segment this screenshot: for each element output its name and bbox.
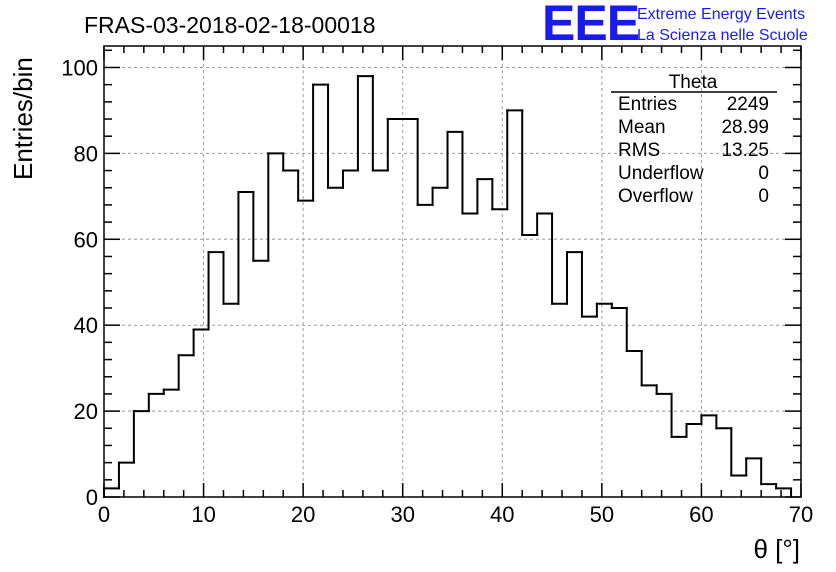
histogram-bin	[745, 457, 763, 477]
stats-row-value: 13.25	[721, 140, 769, 161]
stats-row: Entries 2249	[618, 94, 769, 115]
y-tick-label: 40	[74, 313, 98, 338]
histogram-bin	[506, 109, 524, 211]
stats-row-label: RMS	[618, 140, 660, 161]
histogram-bin	[252, 191, 270, 262]
histogram-bin	[521, 109, 539, 236]
x-tick-label: 0	[98, 502, 110, 527]
stats-row-value: 2249	[727, 94, 769, 115]
histogram-bin	[312, 83, 330, 202]
histogram-bin	[117, 461, 135, 490]
histogram-bin	[580, 251, 598, 318]
x-tick-label: 10	[191, 502, 215, 527]
histogram-bin	[177, 354, 195, 391]
stats-row: RMS 13.25	[618, 140, 769, 161]
histogram-bin	[670, 392, 688, 438]
histogram-bin	[730, 427, 748, 477]
histogram-bin	[147, 392, 165, 413]
histogram-bin	[566, 251, 583, 305]
x-tick-label: 60	[689, 502, 713, 527]
histogram-bin	[222, 251, 240, 305]
x-tick-label: 30	[390, 502, 414, 527]
histogram-bin	[461, 130, 479, 215]
stats-row-value: 0	[758, 186, 769, 207]
histogram-bin	[371, 75, 389, 172]
histogram-bin	[386, 118, 404, 172]
y-tick-label: 20	[74, 399, 98, 424]
histogram-bin	[625, 307, 643, 352]
stats-row-value: 28.99	[721, 117, 769, 138]
y-tick-label: 0	[86, 485, 98, 510]
histogram-bin	[760, 457, 778, 486]
histogram-bin	[297, 169, 315, 202]
histogram-bin	[476, 178, 494, 215]
stats-row-value: 0	[758, 163, 769, 184]
histogram-bin	[341, 169, 359, 189]
histogram-bin	[237, 191, 255, 305]
histogram-bin	[595, 302, 613, 318]
chart-title: FRAS-03-2018-02-18-00018	[84, 12, 376, 38]
histogram-bin	[416, 118, 434, 206]
histogram-bin	[356, 75, 374, 172]
x-tick-label: 40	[490, 502, 514, 527]
histogram-bin	[640, 349, 658, 387]
histogram-bin	[267, 152, 285, 262]
x-tick-label: 70	[789, 502, 813, 527]
stats-box-name: Theta	[669, 72, 718, 93]
stats-row-label: Underflow	[618, 163, 704, 184]
histogram-bin	[551, 212, 569, 305]
x-tick-label: 50	[590, 502, 614, 527]
histogram-bin	[446, 130, 464, 189]
y-tick-label: 80	[74, 141, 98, 166]
stats-row: Underflow 0	[618, 163, 769, 184]
histogram-bin	[715, 414, 733, 430]
histogram-bin	[192, 328, 210, 357]
eee-logo-line2: La Scienza nelle Scuole	[637, 27, 808, 44]
histogram-bin	[103, 487, 120, 498]
axis-ticks	[103, 46, 802, 498]
x-tick-labels: 0 10 20 30 40 50 60 70	[98, 502, 813, 527]
histogram-bin	[655, 384, 673, 395]
eee-logo-line1: Extreme Energy Events	[637, 6, 805, 23]
histogram-series	[103, 75, 793, 498]
eee-logo-letters: EEE	[542, 0, 639, 51]
histogram-bin	[491, 178, 509, 211]
stats-row-label: Mean	[618, 117, 666, 138]
histogram-bin	[207, 251, 225, 331]
histogram-bin	[162, 388, 180, 395]
x-axis-title: θ [°]	[753, 534, 800, 564]
histogram-bin	[132, 410, 150, 464]
histogram-bin	[536, 212, 554, 236]
stats-row-label: Overflow	[618, 186, 693, 207]
y-axis-title: Entries/bin	[8, 57, 38, 180]
histogram-bin	[685, 422, 703, 438]
histogram-bin	[327, 83, 344, 189]
histogram-bin	[431, 186, 449, 206]
y-tick-label: 60	[74, 227, 98, 252]
histogram-bin	[775, 483, 793, 490]
histogram-bin	[610, 302, 628, 310]
histogram-bin	[700, 414, 718, 425]
y-tick-labels: 0 20 40 60 80 100	[61, 55, 98, 510]
eee-logo: EEE Extreme Energy Events La Scienza nel…	[542, 0, 808, 51]
y-tick-label: 100	[61, 55, 98, 80]
grid-lines	[104, 46, 801, 497]
stats-row-label: Entries	[618, 94, 677, 115]
plot-border	[103, 45, 802, 498]
plot-frame	[103, 45, 802, 498]
stats-row: Mean 28.99	[618, 117, 769, 138]
x-tick-label: 20	[291, 502, 315, 527]
stats-row: Overflow 0	[618, 186, 769, 207]
histogram-bin	[282, 152, 300, 172]
